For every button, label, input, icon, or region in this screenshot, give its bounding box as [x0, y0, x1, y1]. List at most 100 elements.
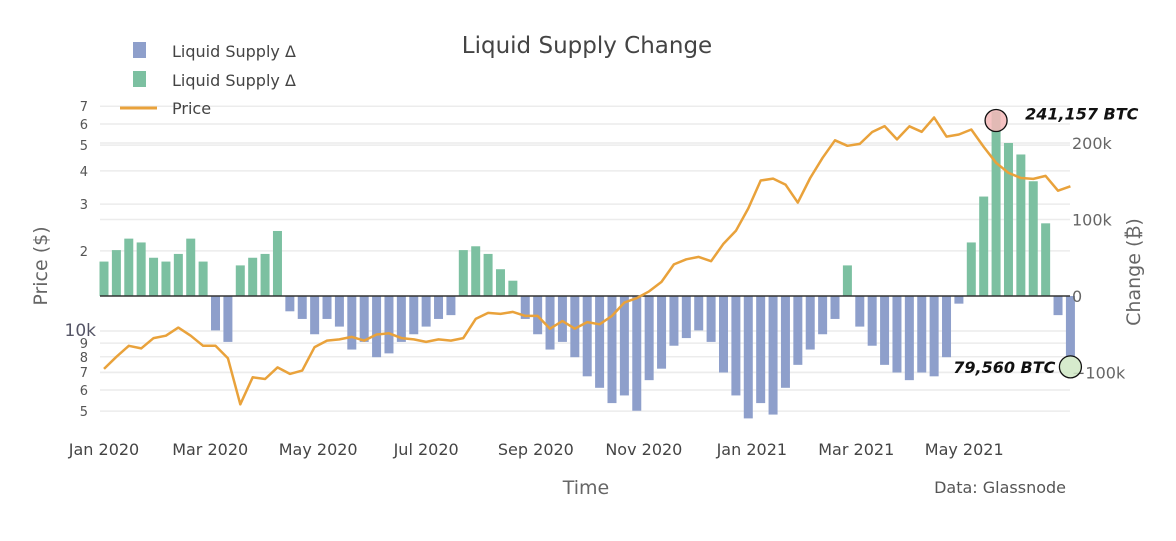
- bar-positive: [1003, 143, 1013, 296]
- legend-swatch-positive[interactable]: [133, 71, 146, 87]
- bar-positive: [186, 238, 196, 296]
- bar-negative: [855, 296, 865, 327]
- left-tick-label: 7: [80, 366, 88, 381]
- x-tick-label: May 2021: [925, 440, 1004, 459]
- left-tick-label: 6: [80, 118, 88, 133]
- left-tick-label: 10k: [65, 321, 97, 341]
- x-axis-title: Time: [562, 477, 610, 499]
- bar-negative: [892, 296, 902, 373]
- bar-positive: [842, 265, 852, 296]
- bar-negative: [942, 296, 952, 358]
- left-tick-label: 5: [80, 139, 88, 154]
- bar-positive: [272, 230, 282, 296]
- bar-negative: [669, 296, 679, 346]
- bar-negative: [632, 296, 642, 411]
- left-tick-label: 3: [80, 198, 88, 213]
- x-tick-label: Jan 2020: [68, 440, 139, 459]
- bar-negative: [657, 296, 667, 369]
- bar-positive: [248, 257, 258, 296]
- bar-negative: [880, 296, 890, 365]
- right-axis-title: Change (₿): [1123, 218, 1145, 326]
- left-tick-label: 7: [80, 100, 88, 115]
- left-tick-label: 8: [80, 351, 88, 366]
- bar-negative: [743, 296, 753, 419]
- bar-negative: [780, 296, 790, 388]
- right-tick-label: 200k: [1072, 134, 1113, 153]
- bar-negative: [446, 296, 456, 316]
- annotation-label: 79,560 BTC: [953, 358, 1055, 377]
- bar-negative: [421, 296, 431, 327]
- left-tick-label: 6: [80, 384, 88, 399]
- bar-positive: [495, 269, 505, 296]
- bar-negative: [607, 296, 617, 404]
- bar-negative: [545, 296, 555, 350]
- bar-negative: [347, 296, 357, 350]
- bar-positive: [149, 257, 159, 296]
- bar-negative: [582, 296, 592, 377]
- bar-negative: [619, 296, 629, 396]
- price-line: [103, 116, 1071, 406]
- x-axis-ticks: Jan 2020 Mar 2020 May 2020 Jul 2020 Sep 2020…: [68, 440, 1004, 459]
- bar-negative: [570, 296, 580, 358]
- bar-positive: [508, 280, 518, 296]
- bar-negative: [681, 296, 691, 339]
- bar-negative: [359, 296, 369, 342]
- bar-negative: [384, 296, 394, 354]
- x-tick-label: Jul 2020: [393, 440, 459, 459]
- bar-negative: [731, 296, 741, 396]
- bar-positive: [136, 242, 146, 296]
- bar-positive: [173, 253, 183, 296]
- bar-negative: [830, 296, 840, 319]
- annotation-marker: [984, 108, 1008, 133]
- annotation-label: 241,157 BTC: [1025, 105, 1139, 124]
- chart-title: Liquid Supply Change: [462, 33, 712, 59]
- bar-positive: [966, 242, 976, 296]
- bar-negative: [929, 296, 939, 377]
- legend-label-positive[interactable]: Liquid Supply Δ: [172, 71, 296, 90]
- bar-positive: [991, 111, 1001, 296]
- left-tick-label: 2: [80, 245, 88, 260]
- x-tick-label: Nov 2020: [605, 440, 682, 459]
- legend-label-price[interactable]: Price: [172, 99, 211, 118]
- data-source: Data: Glassnode: [934, 478, 1066, 497]
- bar-negative: [409, 296, 419, 335]
- x-tick-label: Mar 2020: [172, 440, 248, 459]
- x-tick-label: Jan 2021: [716, 440, 787, 459]
- legend-swatch-negative[interactable]: [133, 42, 146, 58]
- bar-negative: [595, 296, 605, 388]
- bar-negative: [917, 296, 927, 373]
- bar-positive: [124, 238, 134, 296]
- bar-negative: [706, 296, 716, 342]
- bars: [99, 111, 1075, 419]
- bar-positive: [1041, 223, 1051, 296]
- annotations: 241,157 BTC 79,560 BTC: [953, 105, 1139, 379]
- bar-negative: [756, 296, 766, 404]
- bar-negative: [1053, 296, 1063, 316]
- bar-negative: [719, 296, 728, 373]
- bar-positive: [1028, 181, 1038, 296]
- price-line-group: [103, 116, 1071, 406]
- bar-positive: [111, 250, 121, 296]
- left-tick-label: 4: [80, 165, 88, 180]
- bar-negative: [211, 296, 221, 331]
- bar-negative: [310, 296, 320, 335]
- bar-negative: [1065, 296, 1075, 357]
- bar-positive: [198, 261, 208, 296]
- bar-positive: [1016, 154, 1026, 296]
- bar-positive: [458, 250, 468, 296]
- legend-label-negative[interactable]: Liquid Supply Δ: [172, 42, 296, 61]
- bar-negative: [644, 296, 654, 381]
- bar-negative: [768, 296, 778, 415]
- bar-negative: [322, 296, 332, 319]
- bar-negative: [285, 296, 295, 312]
- bar-negative: [694, 296, 704, 331]
- bar-positive: [483, 253, 493, 296]
- bar-negative: [557, 296, 567, 342]
- right-tick-label: 100k: [1072, 211, 1113, 230]
- right-tick-label: −100k: [1072, 364, 1126, 383]
- bar-positive: [161, 261, 171, 296]
- bar-positive: [260, 253, 270, 296]
- x-tick-label: May 2020: [279, 440, 358, 459]
- bar-positive: [979, 196, 989, 296]
